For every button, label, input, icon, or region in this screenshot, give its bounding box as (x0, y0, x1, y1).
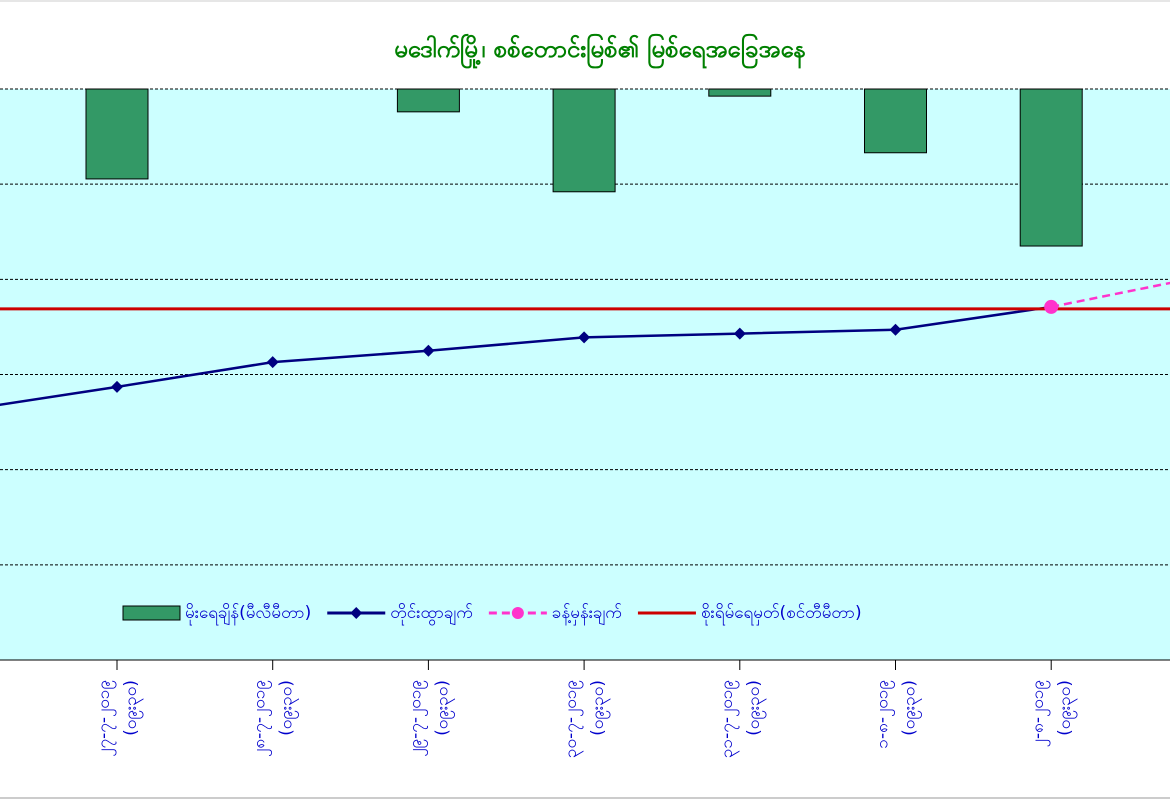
bar (1019, 88, 1083, 247)
bar (85, 88, 149, 180)
series-line (0, 305, 1052, 407)
marker (266, 356, 279, 369)
x-tick-label: ၂၈-၇-၂၀၁၉ (250, 680, 273, 757)
bars (85, 88, 1083, 247)
marker (578, 331, 591, 344)
marker (1044, 299, 1059, 314)
lines (0, 281, 1170, 407)
chart-title: မဒေါက်မြို့၊ စစ်တောင်းမြစ်၏ မြစ်ရေအခြေအန… (394, 33, 806, 69)
bar (396, 88, 460, 113)
x-tick-label: ၁-၈-၂၀၁၉ (873, 680, 896, 749)
bar (864, 88, 927, 154)
x-axis: ၂၇-၇-၂၀၁၉ (၀၉း၃၀) ၂၈-၇-၂၀၁၉ (၀၉း၃၀) ၂၉-၇-၂၀၁… (0, 659, 1170, 758)
x-tick-sublabel: (၀၉း၃၀) (121, 680, 144, 736)
x-tick-sublabel: (၀၉း၃၀) (588, 680, 611, 736)
legend: မိုးရေချိန်(မီလီမီတာ) တိုင်းထွာချက် ခန့်မှ… (122, 603, 862, 626)
bar (708, 88, 772, 97)
legend-label: တိုင်းထွာချက် (390, 603, 473, 626)
x-tick-label: ၃၀-၇-၂၀၁၉ (561, 680, 584, 758)
x-tick-sublabel: (၀၉း၃၀) (900, 680, 923, 736)
legend-marker (511, 607, 524, 619)
x-tick-sublabel: (၀၉း၃၀) (277, 680, 300, 736)
legend-label: မိုးရေချိန်(မီလီမီတာ) (185, 603, 311, 626)
legend-swatch (122, 605, 181, 621)
x-tick-label: ၂၉-၇-၂၀၁၉ (405, 680, 428, 757)
x-tick-sublabel: (၀၉း၃၀) (432, 680, 455, 736)
series-line (1050, 281, 1170, 309)
marker (733, 327, 746, 340)
x-tick-label: ၂-၈-၂၀၁၉ (1028, 680, 1051, 747)
legend-label: စိုးရိမ်ရေမှတ်(စင်တီမီတာ) (701, 603, 862, 626)
marker (422, 344, 435, 357)
x-tick-sublabel: (၀၉း၃၀) (744, 680, 767, 736)
x-tick-label: ၃၁-၇-၂၀၁၉ (717, 680, 740, 758)
legend-marker (350, 607, 363, 619)
x-tick-label: ၂၇-၇-၂၀၁၉ (94, 680, 117, 757)
marker (111, 380, 123, 393)
bar (552, 88, 616, 193)
marker (889, 323, 902, 336)
legend-label: ခန့်မှန်းချက် (552, 603, 622, 626)
x-tick-sublabel: (၀၉း၃၀) (1055, 680, 1078, 736)
